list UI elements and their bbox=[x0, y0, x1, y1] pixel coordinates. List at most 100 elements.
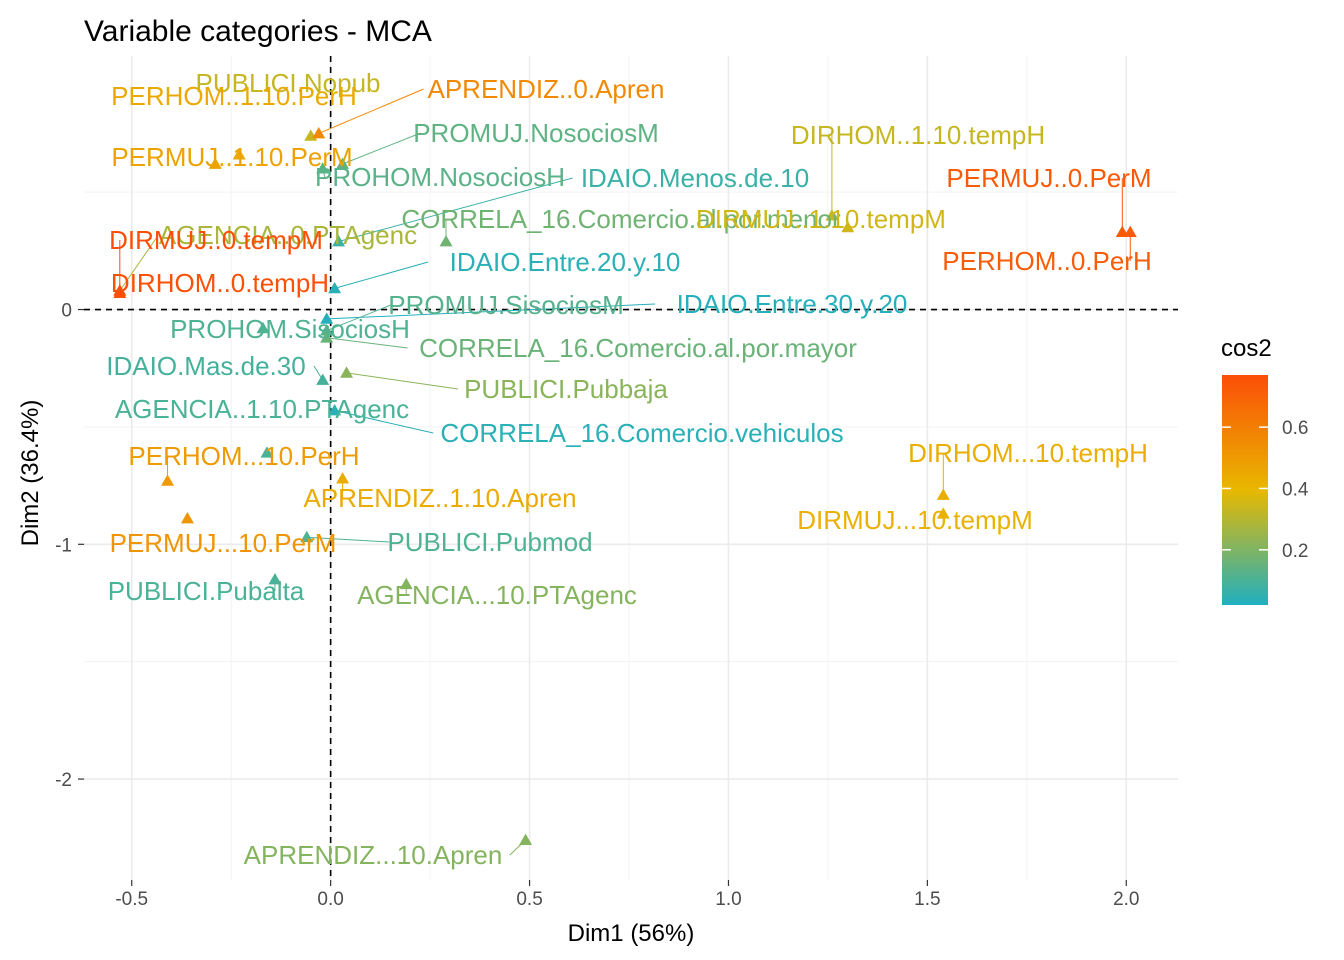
point-label: CORRELA_16.Comercio.al.por.menor bbox=[401, 204, 841, 234]
leader-line bbox=[306, 536, 390, 543]
leader-line bbox=[326, 304, 391, 332]
leader-line bbox=[326, 337, 408, 349]
point-marker bbox=[841, 220, 855, 233]
x-tick-label: -0.5 bbox=[115, 889, 148, 910]
point-marker bbox=[1123, 225, 1137, 237]
point-marker bbox=[260, 446, 274, 458]
point-label: IDAIO.Entre.30.y.20 bbox=[677, 289, 908, 319]
point-label: CORRELA_16.Comercio.al.por.mayor bbox=[419, 333, 857, 363]
point-label: PERHOM..0.PerH bbox=[942, 246, 1152, 276]
x-tick-label: 1.5 bbox=[914, 889, 940, 910]
legend-tick-label: 0.2 bbox=[1282, 541, 1308, 562]
point-label: DIRMUJ..1.10.tempM bbox=[696, 204, 946, 234]
point-marker bbox=[113, 286, 127, 298]
point-marker bbox=[320, 324, 334, 336]
point-marker bbox=[256, 321, 270, 334]
points-layer bbox=[113, 126, 1137, 845]
leader-line bbox=[334, 409, 434, 434]
leader-lines bbox=[119, 88, 1131, 856]
x-axis-ticks: -0.5 0.0 0.5 1.0 1.5 2.0 bbox=[115, 880, 1139, 910]
point-label: DIRHOM...10.tempH bbox=[908, 438, 1148, 468]
point-marker bbox=[519, 833, 533, 845]
point-label: APRENDIZ...10.Apren bbox=[244, 840, 503, 870]
legend-ticks: 0.2 0.4 0.6 bbox=[1222, 418, 1309, 562]
point-label: PERMUJ...10.PerM bbox=[110, 528, 337, 558]
point-label: PERHOM..1.10.PerH bbox=[111, 81, 357, 111]
x-tick-label: 0.5 bbox=[516, 889, 542, 910]
point-marker bbox=[161, 474, 175, 486]
point-marker bbox=[328, 403, 342, 416]
y-axis-label: Dim2 (36.4%) bbox=[17, 400, 44, 547]
point-marker bbox=[300, 530, 314, 543]
point-marker bbox=[316, 373, 330, 385]
x-axis-label: Dim1 (56%) bbox=[568, 920, 695, 947]
point-label: DIRHOM..1.10.tempH bbox=[791, 120, 1045, 150]
point-marker bbox=[399, 577, 413, 590]
point-marker bbox=[180, 511, 194, 524]
point-label: PUBLICI.Pubalta bbox=[108, 576, 305, 606]
point-label: PERHOM...10.PerH bbox=[128, 441, 359, 471]
point-label: DIRHOM..0.tempH bbox=[111, 268, 329, 298]
leader-line bbox=[334, 261, 429, 289]
point-label: DIRMUJ...10.tempM bbox=[797, 505, 1033, 535]
point-label: PUBLICI.Pubmod bbox=[387, 527, 592, 557]
leader-line bbox=[119, 234, 159, 292]
point-label: DIRMUJ..0.tempM bbox=[109, 225, 323, 255]
y-axis-ticks: -2 -1 0 bbox=[55, 301, 84, 791]
point-marker bbox=[268, 573, 282, 585]
x-tick-label: 1.0 bbox=[715, 889, 741, 910]
point-marker bbox=[340, 366, 354, 378]
legend: cos2 0.2 0.4 0.6 bbox=[1221, 335, 1309, 605]
point-marker bbox=[336, 157, 350, 169]
point-marker bbox=[439, 234, 453, 247]
point-label: AGENCIA..1.10.PTAgenc bbox=[115, 394, 409, 424]
leader-line bbox=[346, 372, 459, 390]
point-label: APRENDIZ..1.10.Apren bbox=[303, 483, 576, 513]
point-marker bbox=[825, 209, 839, 221]
point-marker bbox=[336, 472, 350, 484]
point-label: PUBLICI.Nopub bbox=[196, 68, 381, 98]
point-label: PERMUJ..1.10.PerM bbox=[111, 142, 352, 172]
point-label: PROHOM.NosociosH bbox=[315, 162, 565, 192]
point-label: PROMUJ.NosociosM bbox=[413, 118, 659, 148]
point-marker bbox=[316, 162, 330, 174]
point-label: APRENDIZ..0.Apren bbox=[428, 74, 665, 104]
point-label: IDAIO.Menos.de.10 bbox=[581, 163, 809, 193]
legend-tick-label: 0.6 bbox=[1282, 418, 1308, 439]
point-label: PERMUJ..0.PerM bbox=[946, 163, 1151, 193]
point-marker bbox=[328, 281, 342, 294]
legend-tick-label: 0.4 bbox=[1282, 479, 1309, 500]
x-tick-label: 0.0 bbox=[317, 889, 343, 910]
point-label: AGENCIA..0.PTAgenc bbox=[159, 220, 417, 250]
point-marker bbox=[936, 488, 950, 500]
point-label: IDAIO.Entre.20.y.10 bbox=[450, 247, 681, 277]
point-marker bbox=[208, 157, 222, 169]
leader-line bbox=[338, 177, 573, 242]
y-tick-label: -2 bbox=[55, 770, 72, 791]
point-marker bbox=[232, 148, 246, 160]
point-marker bbox=[320, 312, 334, 324]
y-tick-label: -1 bbox=[55, 535, 72, 556]
point-label: PUBLICI.Pubbaja bbox=[464, 374, 668, 404]
point-label: CORRELA_16.Comercio.vehiculos bbox=[440, 418, 843, 448]
reference-lines bbox=[84, 56, 1178, 880]
chart-title: Variable categories - MCA bbox=[84, 15, 432, 48]
legend-colorbar bbox=[1222, 375, 1268, 605]
point-label: IDAIO.Mas.de.30 bbox=[106, 351, 305, 381]
point-marker bbox=[320, 331, 334, 343]
leader-line bbox=[318, 88, 424, 134]
point-label: AGENCIA...10.PTAgenc bbox=[357, 580, 637, 610]
point-marker bbox=[312, 126, 326, 139]
point-label: PROHOM.SisociosH bbox=[170, 314, 410, 344]
point-label: PROMUJ.SisociosM bbox=[388, 290, 623, 320]
point-marker bbox=[936, 507, 950, 519]
grid bbox=[84, 56, 1178, 880]
leader-line bbox=[342, 132, 421, 165]
point-marker bbox=[332, 234, 346, 247]
leader-line bbox=[326, 303, 656, 320]
y-tick-label: 0 bbox=[61, 301, 72, 322]
x-tick-label: 2.0 bbox=[1113, 889, 1139, 910]
legend-title: cos2 bbox=[1221, 335, 1272, 362]
